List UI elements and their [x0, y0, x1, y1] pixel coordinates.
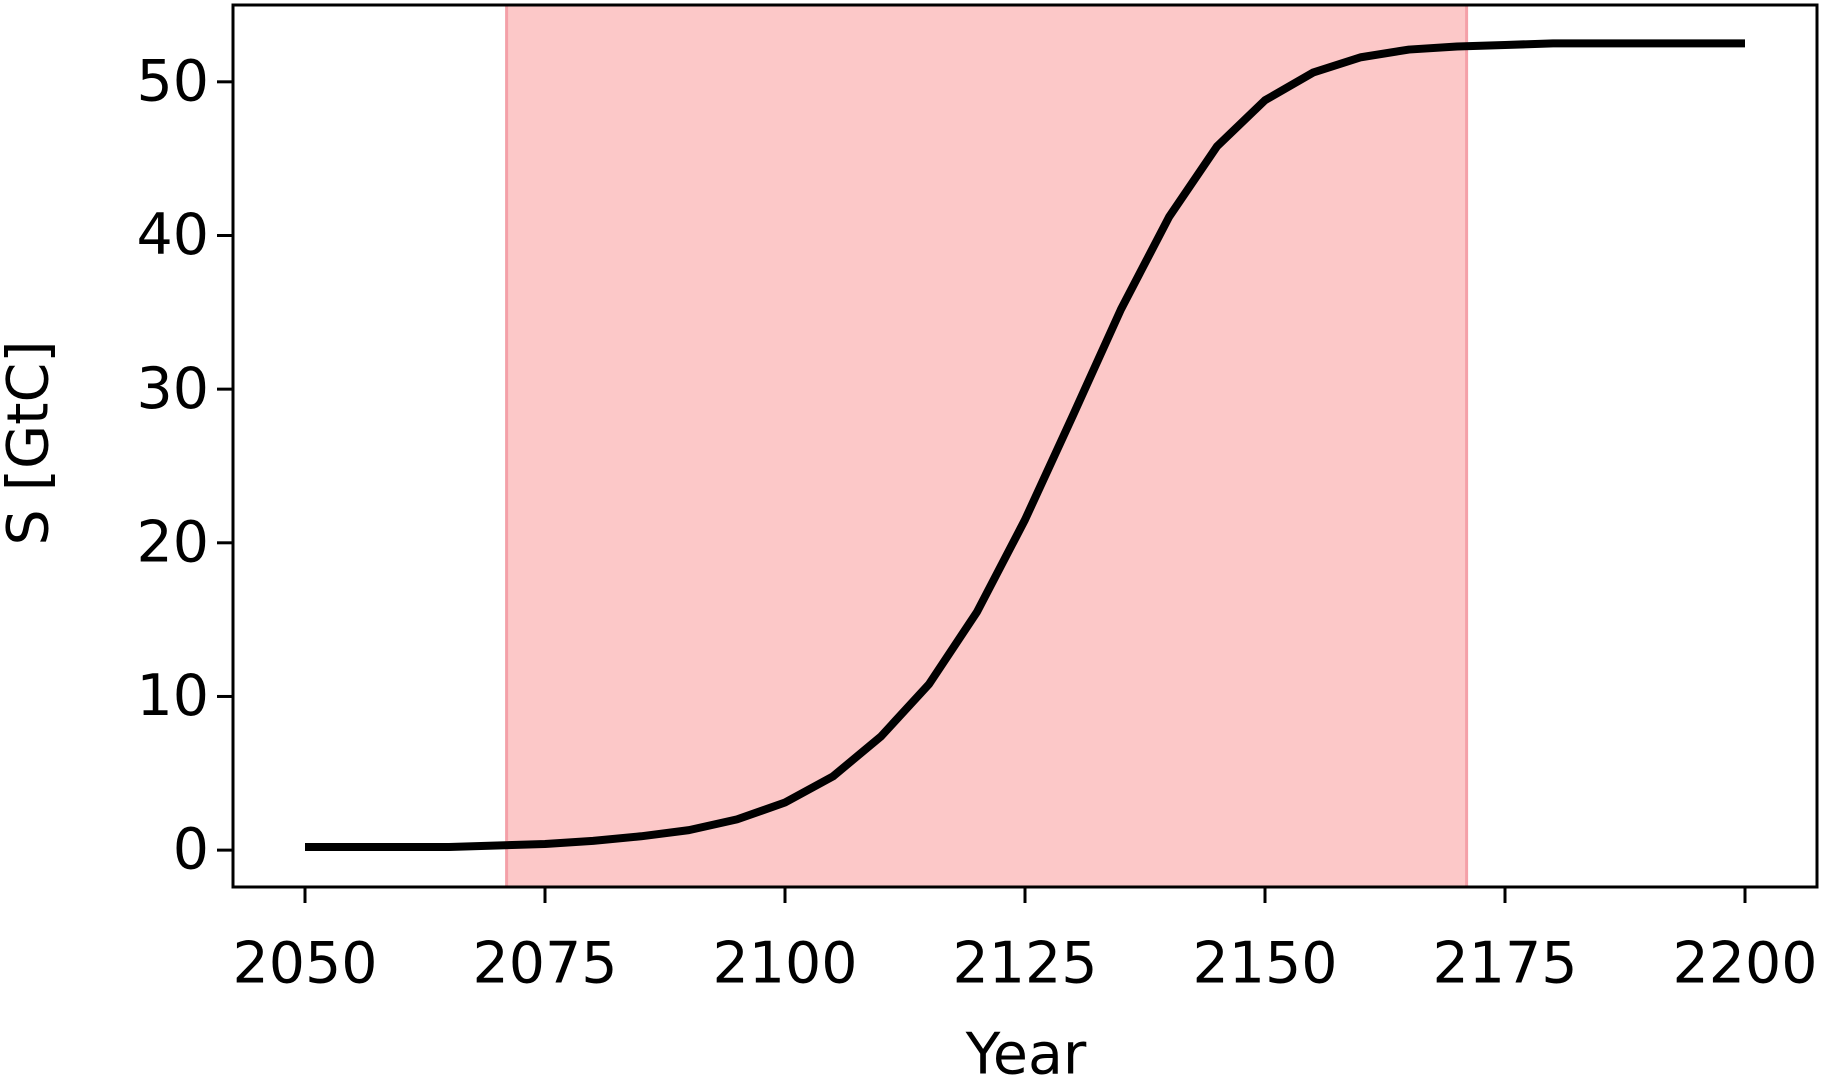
y-tick-label: 20 — [136, 509, 209, 575]
y-tick-label: 30 — [136, 356, 209, 422]
y-tick-label: 0 — [173, 817, 209, 883]
y-tick-label: 40 — [136, 202, 209, 268]
x-axis-label: Year — [965, 1022, 1087, 1084]
x-tick-label: 2125 — [952, 931, 1097, 997]
x-tick-label: 2150 — [1192, 931, 1337, 997]
x-tick-label: 2175 — [1432, 931, 1577, 997]
plot-frame — [231, 3, 1819, 889]
x-tick-label: 2200 — [1672, 931, 1817, 997]
x-tick-label: 2050 — [232, 931, 377, 997]
x-tick-label: 2075 — [472, 931, 617, 997]
shaded-region — [506, 5, 1467, 887]
y-axis-label: S [GtC] — [0, 340, 62, 545]
y-tick-label: 10 — [136, 663, 209, 729]
y-tick-label: 50 — [136, 48, 209, 114]
x-tick-label: 2100 — [712, 931, 857, 997]
line — [305, 39, 1745, 852]
